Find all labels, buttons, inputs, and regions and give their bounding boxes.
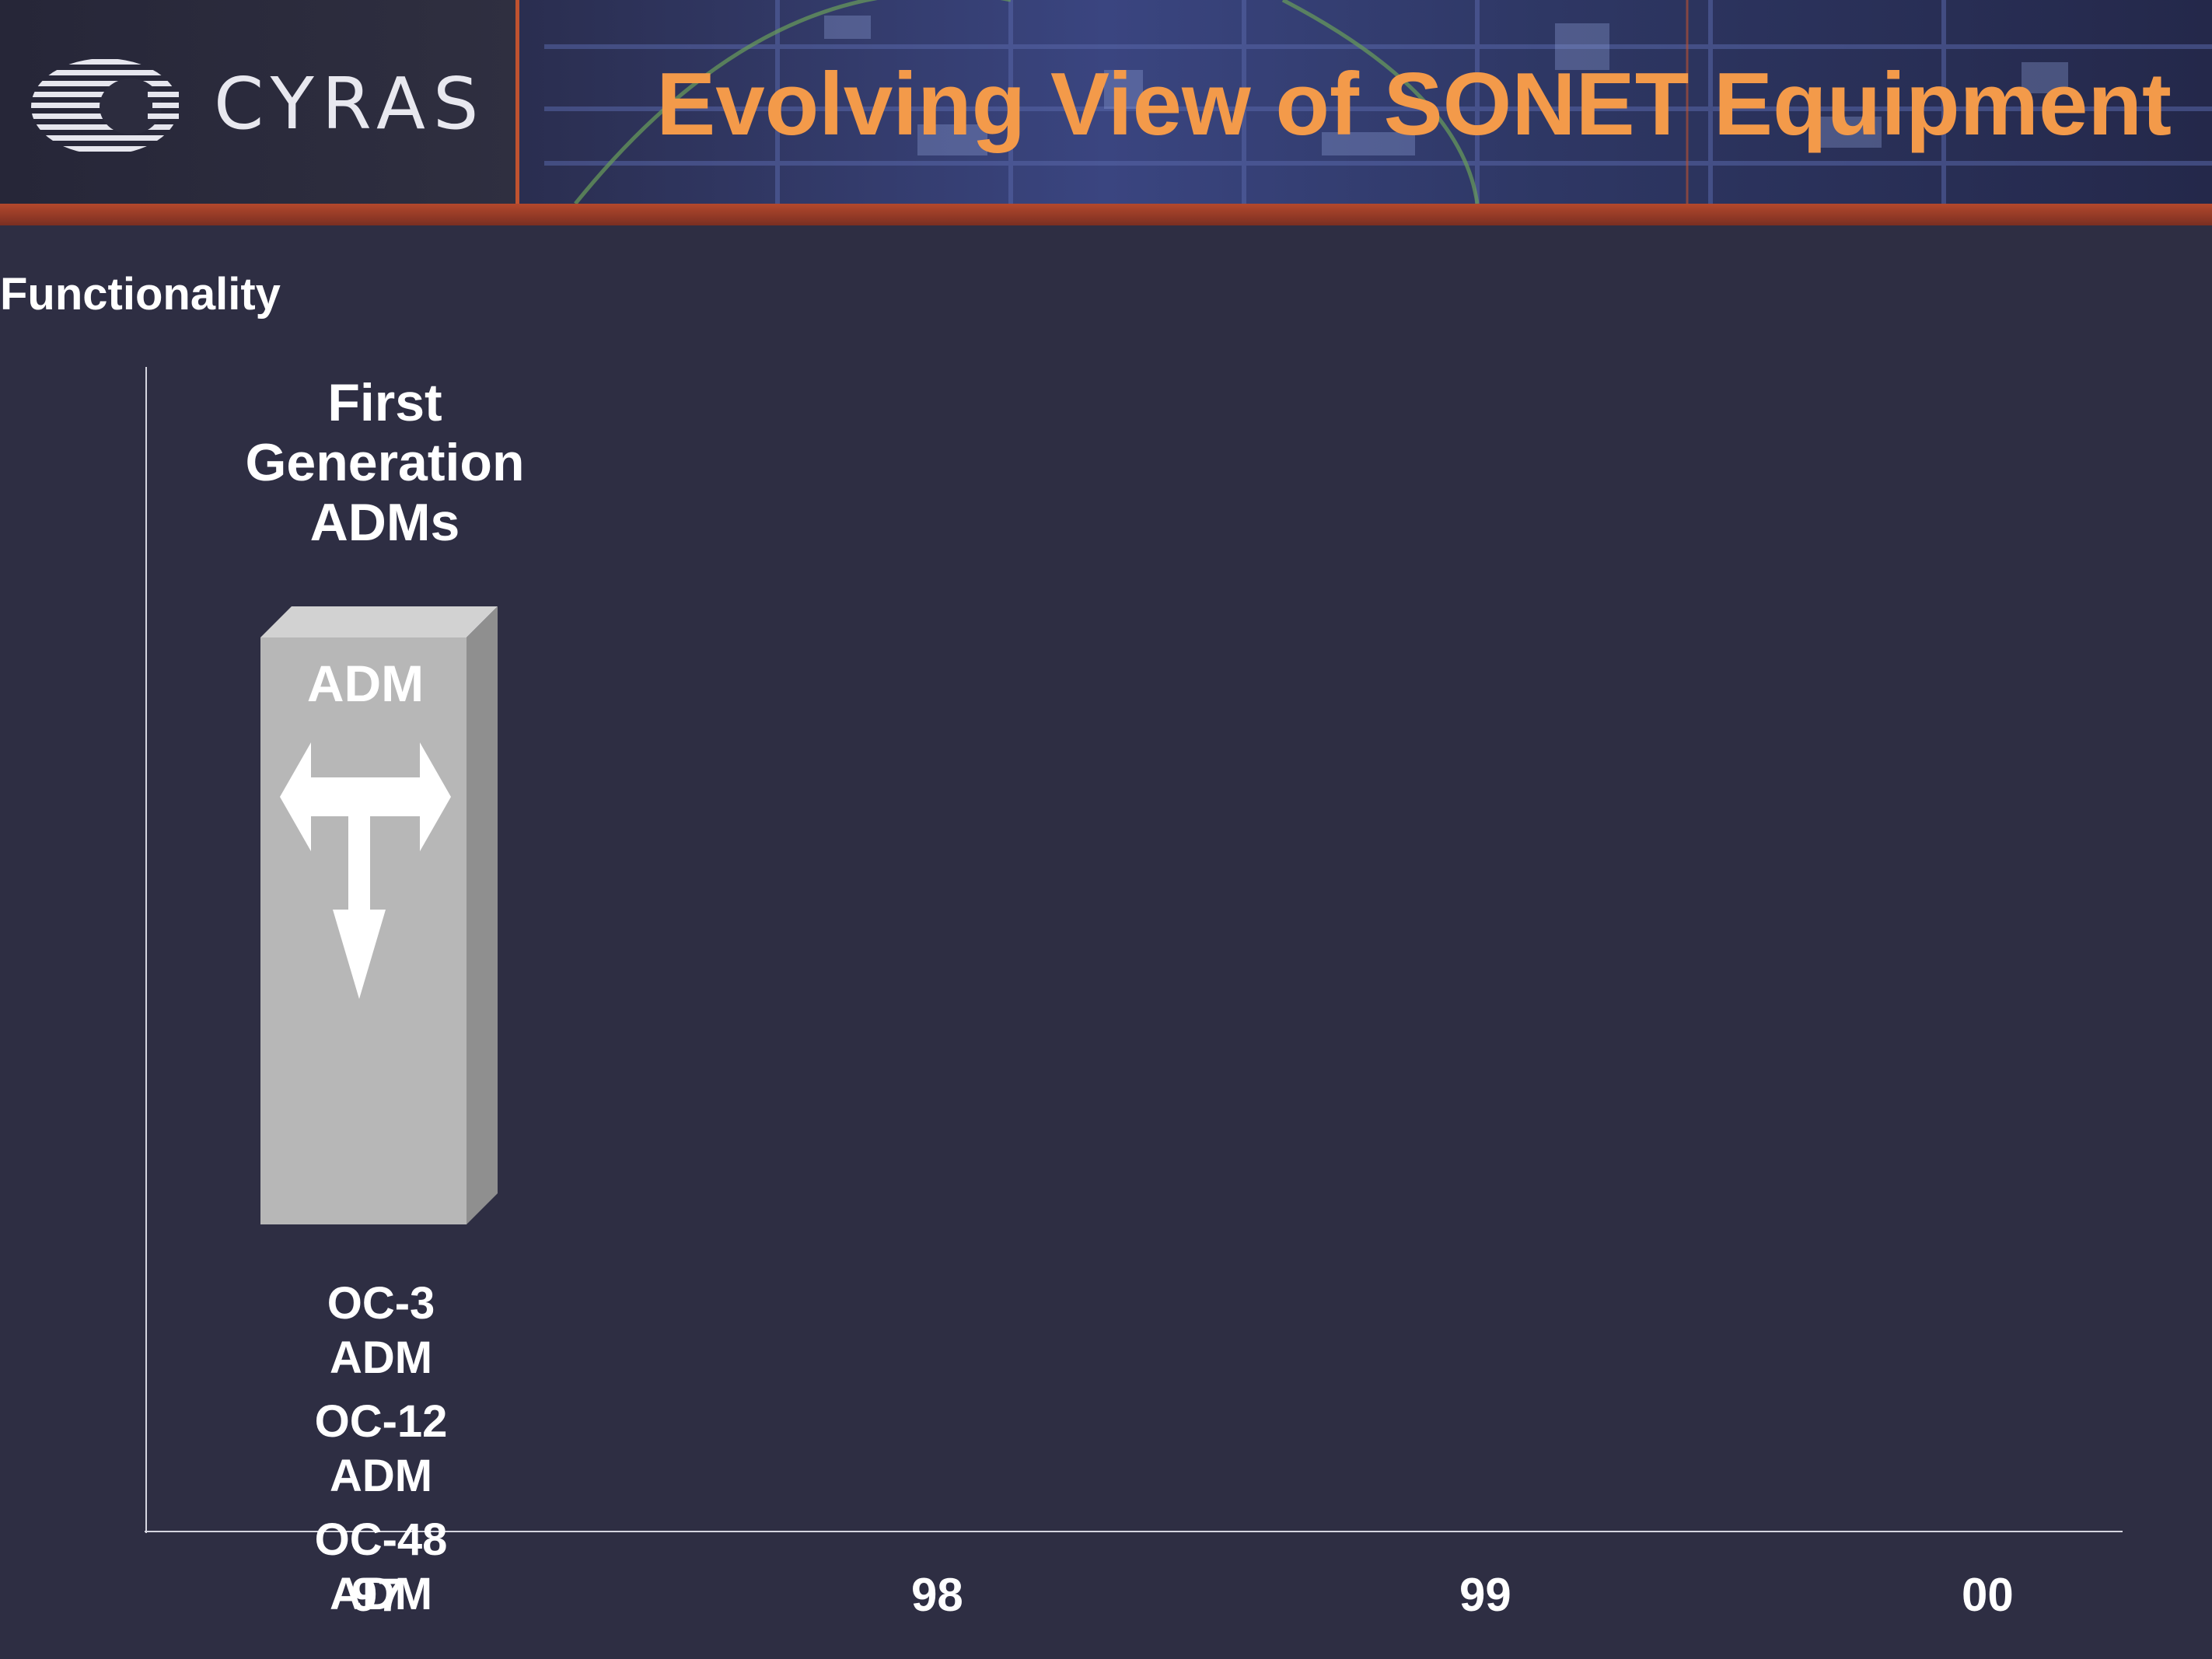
adm-block-side bbox=[467, 606, 498, 1224]
device-label-oc12: OC-12 ADM bbox=[257, 1395, 505, 1503]
header-banner: CYRAS Evolving View of SONET Equipment bbox=[0, 0, 2212, 225]
adm-block-label: ADM bbox=[306, 655, 425, 712]
x-tick-97: 97 bbox=[351, 1569, 404, 1621]
device-label-oc48-line-1: OC-48 bbox=[314, 1514, 448, 1565]
generation-title-line-2: Generation bbox=[245, 432, 525, 492]
page-title: Evolving View of SONET Equipment bbox=[656, 55, 2172, 154]
header-accent-line bbox=[0, 204, 2212, 225]
add-drop-arrow-icon bbox=[280, 742, 451, 999]
logo-panel bbox=[0, 0, 517, 204]
device-label-oc12-line-2: ADM bbox=[329, 1450, 433, 1501]
device-label-oc3-line-2: ADM bbox=[329, 1332, 433, 1383]
generation-title-line-1: First bbox=[327, 373, 442, 432]
logo-divider bbox=[515, 0, 519, 204]
x-tick-98: 98 bbox=[911, 1569, 963, 1621]
generation-title-line-3: ADMs bbox=[309, 492, 460, 552]
x-tick-99: 99 bbox=[1459, 1569, 1511, 1621]
circuit-background bbox=[544, 0, 2212, 204]
x-tick-00: 00 bbox=[1962, 1569, 2014, 1621]
device-label-oc48: OC-48 ADM bbox=[257, 1513, 505, 1621]
device-label-oc12-line-1: OC-12 bbox=[314, 1396, 448, 1447]
device-label-oc3: OC-3 ADM bbox=[257, 1277, 505, 1385]
adm-block-top bbox=[260, 606, 498, 637]
y-axis-label: Functionality bbox=[0, 269, 281, 320]
generation-title: First Generation ADMs bbox=[194, 373, 575, 552]
device-label-oc48-line-2: ADM bbox=[329, 1568, 433, 1619]
logo-text: CYRAS bbox=[214, 62, 487, 145]
cyras-logo-icon bbox=[31, 59, 179, 152]
device-label-oc3-line-1: OC-3 bbox=[327, 1278, 435, 1329]
